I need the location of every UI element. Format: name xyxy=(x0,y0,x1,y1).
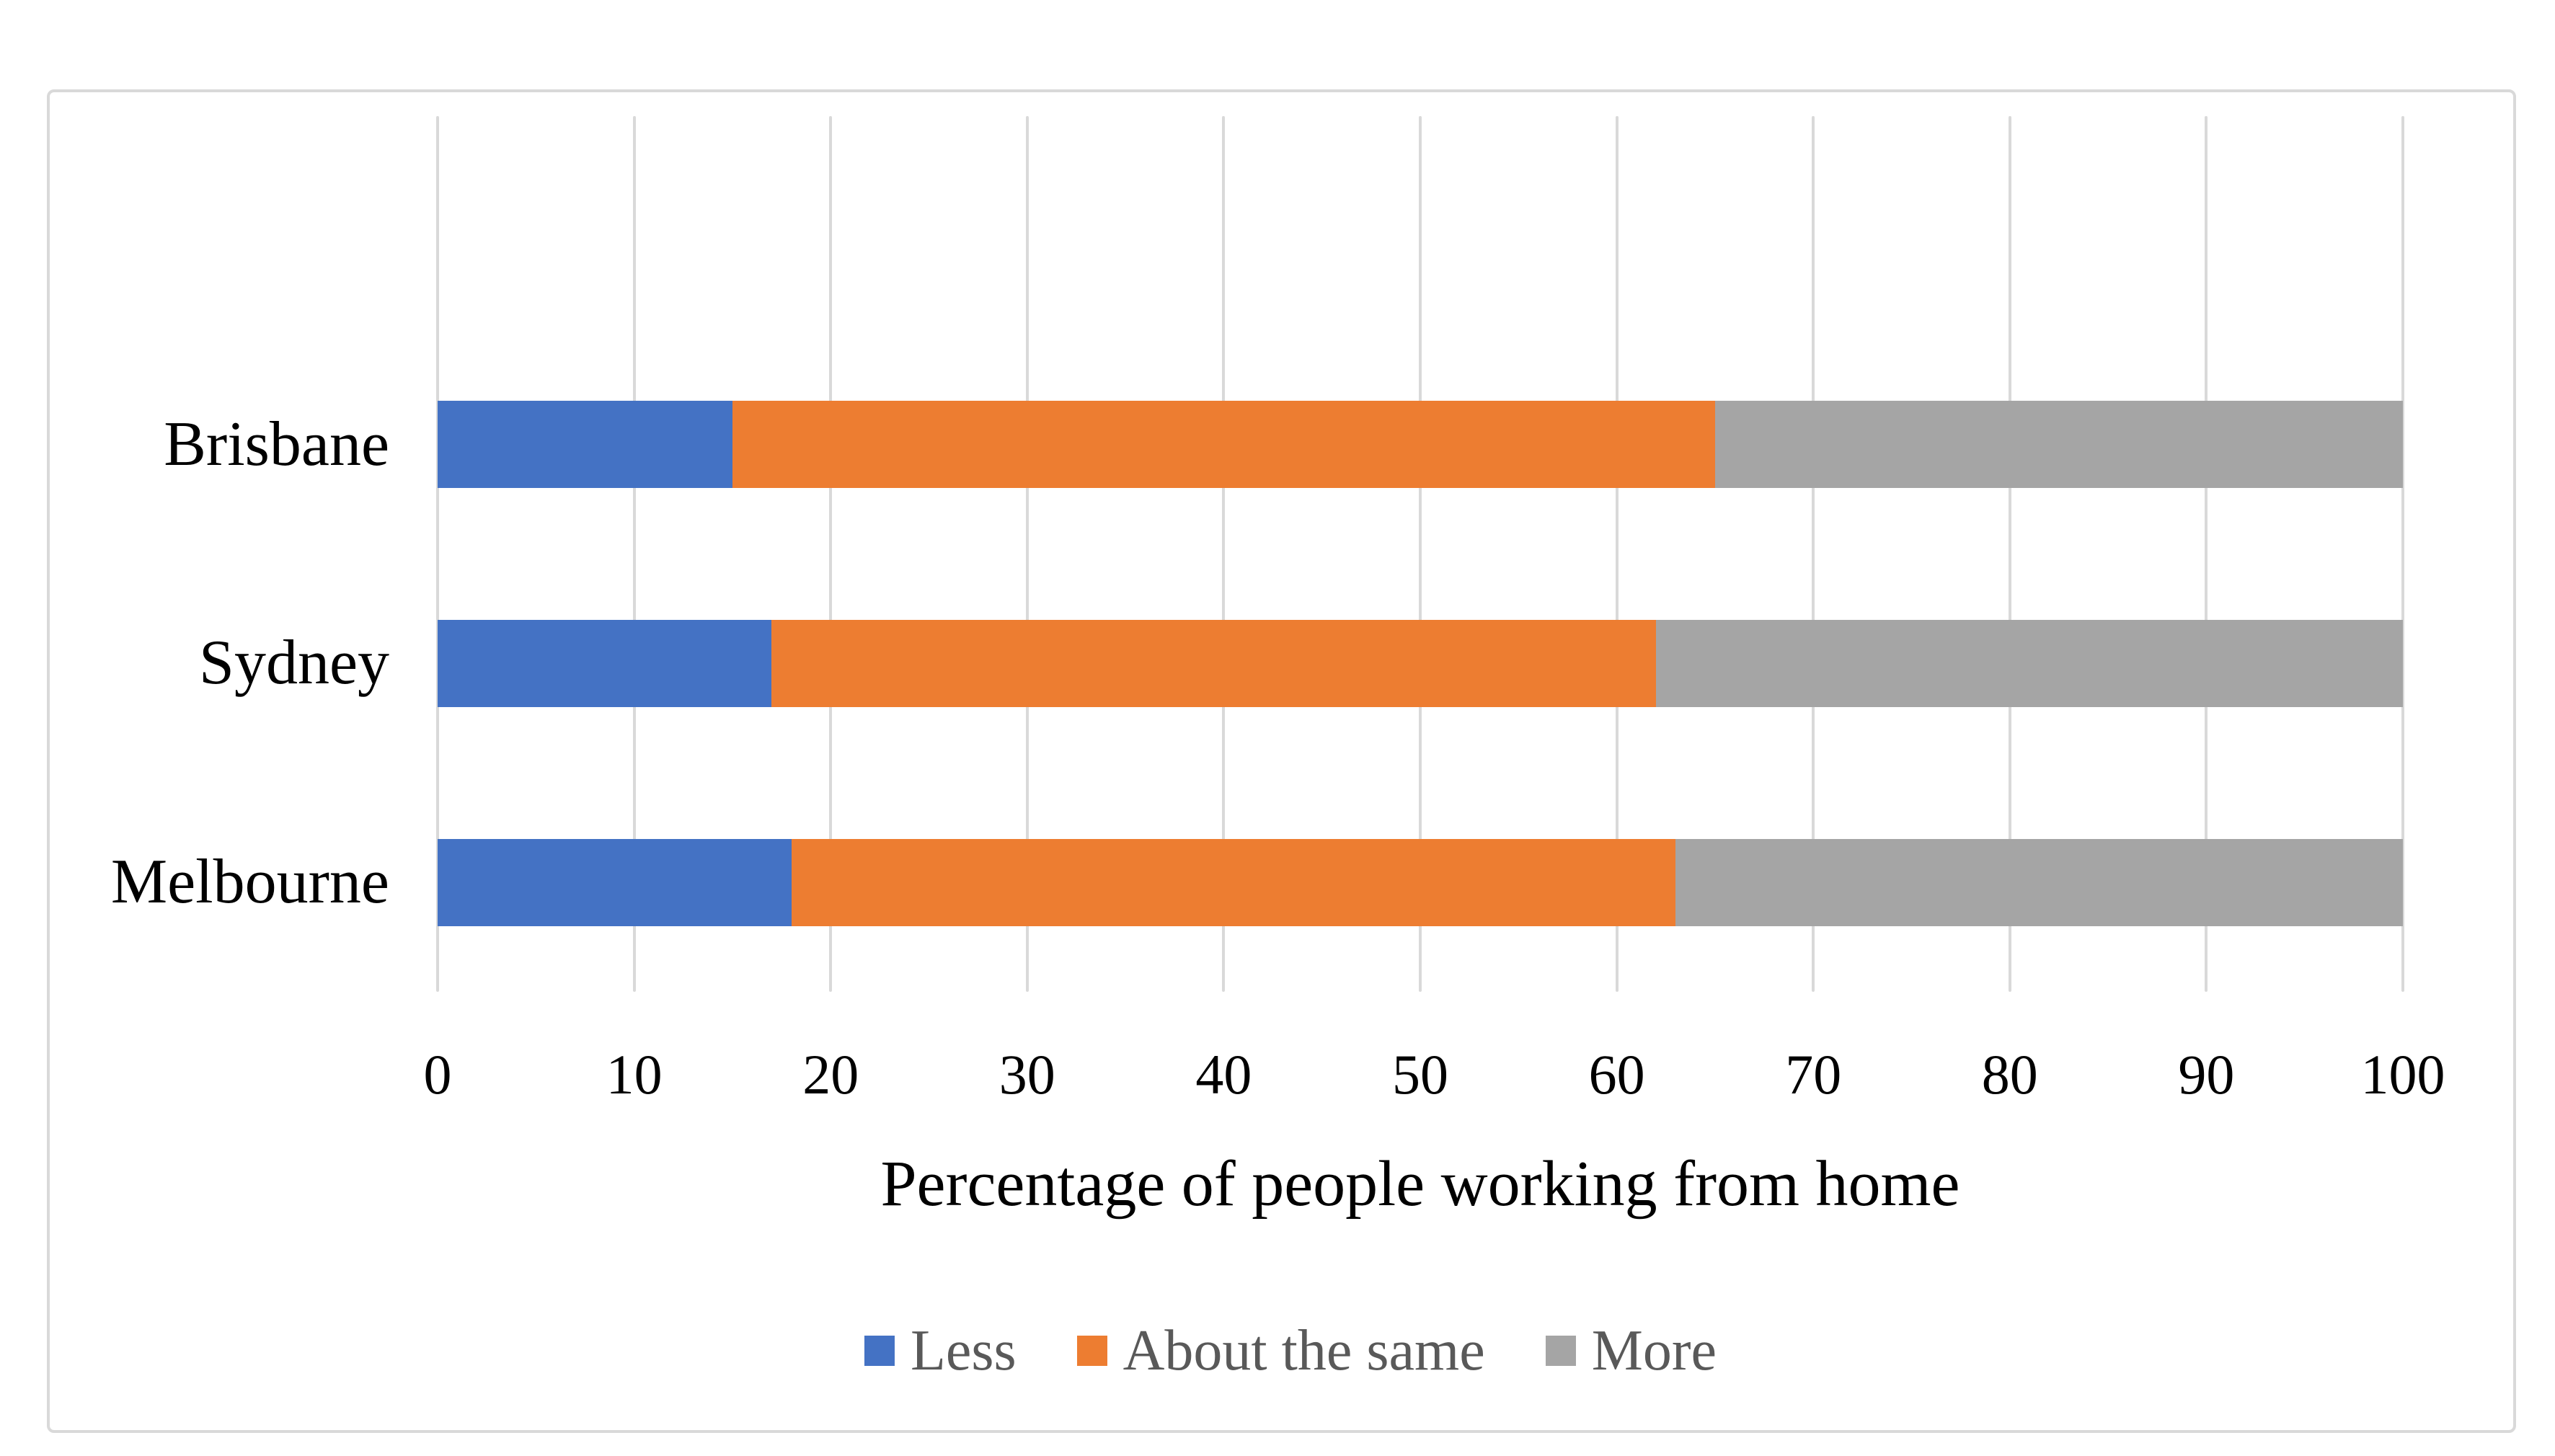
gridline-90 xyxy=(2205,116,2208,992)
gridline-40 xyxy=(1222,116,1226,992)
bar-segment-sydney-about-the-same xyxy=(771,619,1657,707)
gridline-30 xyxy=(1025,116,1029,992)
x-tick-label-30: 30 xyxy=(998,1043,1055,1106)
x-tick-label-10: 10 xyxy=(606,1043,663,1106)
gridline-70 xyxy=(1812,116,1815,992)
bar-segment-sydney-more xyxy=(1656,619,2403,707)
legend-swatch-icon xyxy=(1545,1336,1576,1366)
bar-row-brisbane xyxy=(438,401,2403,489)
legend-item-more: More xyxy=(1545,1319,1717,1382)
bar-segment-melbourne-less xyxy=(438,838,792,926)
category-label-melbourne: Melbourne xyxy=(110,847,389,918)
x-tick-label-60: 60 xyxy=(1588,1043,1645,1106)
gridline-80 xyxy=(2008,116,2011,992)
x-tick-label-70: 70 xyxy=(1785,1043,1842,1106)
x-tick-label-100: 100 xyxy=(2360,1043,2445,1106)
category-label-sydney: Sydney xyxy=(199,628,389,698)
x-tick-label-80: 80 xyxy=(1981,1043,2038,1106)
legend-label: More xyxy=(1591,1319,1717,1382)
category-label-brisbane: Brisbane xyxy=(164,409,389,479)
legend-swatch-icon xyxy=(864,1336,895,1366)
legend: Less About the same More xyxy=(864,1322,1717,1380)
x-tick-label-90: 90 xyxy=(2178,1043,2235,1106)
x-axis-title: Percentage of people working from home xyxy=(880,1148,1960,1220)
bar-segment-melbourne-about-the-same xyxy=(791,838,1676,926)
bar-row-melbourne xyxy=(438,838,2403,926)
bar-segment-brisbane-about-the-same xyxy=(732,401,1715,489)
chart-frame xyxy=(47,89,2516,1433)
bar-segment-melbourne-more xyxy=(1675,838,2403,926)
bar-segment-sydney-less xyxy=(438,619,772,707)
gridline-10 xyxy=(632,116,636,992)
gridline-60 xyxy=(1615,116,1619,992)
x-tick-label-50: 50 xyxy=(1392,1043,1448,1106)
legend-label: Less xyxy=(910,1319,1017,1382)
x-tick-label-20: 20 xyxy=(802,1043,859,1106)
bar-segment-brisbane-less xyxy=(438,401,732,489)
legend-label: About the same xyxy=(1122,1319,1485,1382)
bar-row-sydney xyxy=(438,619,2403,707)
x-tick-label-0: 0 xyxy=(423,1043,452,1106)
bar-segment-brisbane-more xyxy=(1714,401,2403,489)
legend-item-less: Less xyxy=(864,1322,1017,1380)
gridline-20 xyxy=(829,116,833,992)
legend-item-about-the-same: About the same xyxy=(1076,1319,1485,1382)
legend-swatch-icon xyxy=(1076,1336,1107,1366)
x-tick-label-40: 40 xyxy=(1195,1043,1252,1106)
gridline-100 xyxy=(2401,116,2404,992)
gridline-0 xyxy=(436,116,439,992)
gridline-50 xyxy=(1419,116,1422,992)
